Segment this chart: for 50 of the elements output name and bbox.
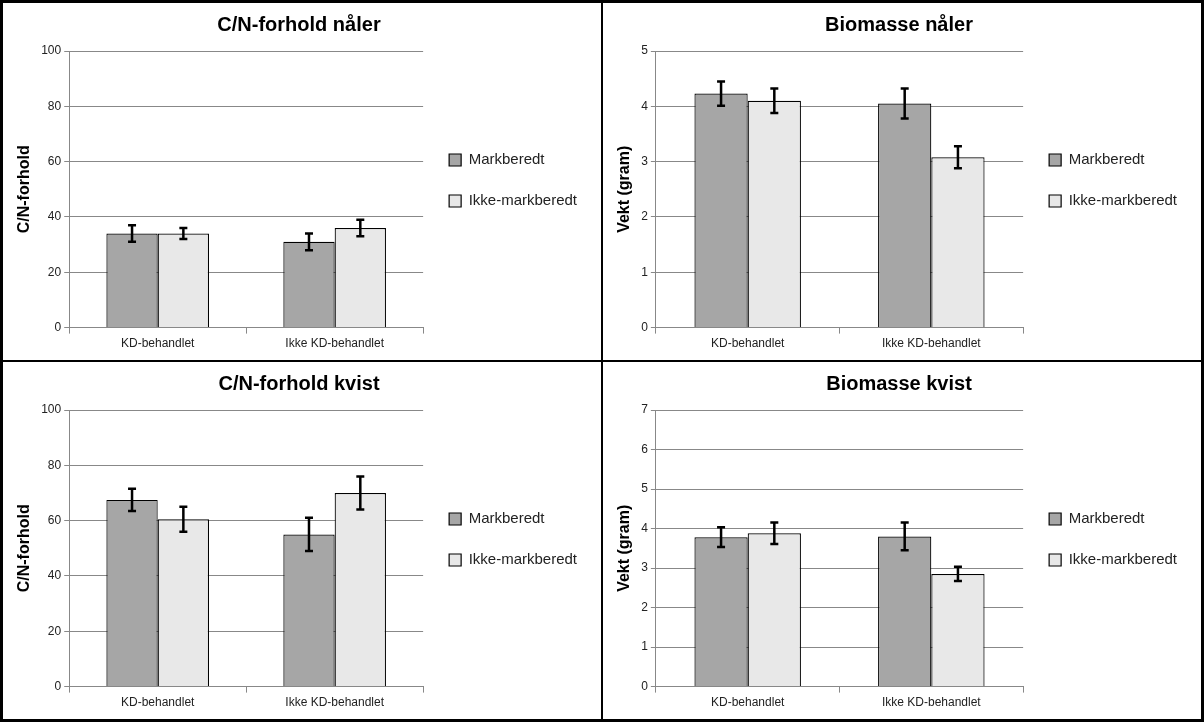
y-tick-label: 80 bbox=[47, 98, 62, 113]
y-axis-title: C/N-forhold bbox=[15, 504, 33, 593]
x-tick-label: KD-behandlet bbox=[710, 336, 786, 351]
y-tick-label: 100 bbox=[41, 43, 62, 58]
y-tick-label: 0 bbox=[641, 678, 649, 693]
y-tick-label: 0 bbox=[641, 319, 649, 334]
y-tick-label: 4 bbox=[641, 98, 649, 113]
legend-label: Ikke-markberedt bbox=[468, 191, 578, 209]
y-axis-title: Vekt (gram) bbox=[615, 504, 633, 592]
y-tick-label: 60 bbox=[47, 512, 62, 527]
y-tick-label: 5 bbox=[641, 43, 649, 58]
x-tick-label: KD-behandlet bbox=[710, 695, 786, 710]
legend-label: Markberedt bbox=[468, 150, 546, 168]
y-tick-label: 100 bbox=[41, 402, 62, 417]
y-tick-label: 3 bbox=[641, 560, 649, 575]
legend-label: Markberedt bbox=[1068, 150, 1146, 168]
x-tick-label: Ikke KD-behandlet bbox=[285, 695, 385, 710]
chart-title: C/N-forhold kvist bbox=[218, 371, 380, 394]
y-tick-label: 2 bbox=[641, 599, 649, 614]
x-tick-label: Ikke KD-behandlet bbox=[285, 336, 385, 351]
chart-title: C/N-forhold nåler bbox=[217, 12, 381, 35]
x-tick-label: Ikke KD-behandlet bbox=[881, 336, 982, 351]
y-tick-label: 6 bbox=[641, 441, 649, 456]
legend-label: Ikke-markberedt bbox=[1068, 191, 1178, 209]
y-tick-label: 7 bbox=[641, 402, 649, 417]
y-tick-label: 60 bbox=[47, 153, 62, 168]
chart-title: Biomasse kvist bbox=[826, 371, 973, 394]
y-tick-label: 80 bbox=[47, 457, 62, 472]
x-tick-label: KD-behandlet bbox=[121, 695, 196, 710]
x-tick-label: Ikke KD-behandlet bbox=[881, 695, 982, 710]
legend-label: Markberedt bbox=[468, 509, 546, 527]
y-tick-label: 1 bbox=[641, 264, 649, 279]
y-tick-label: 4 bbox=[641, 520, 649, 535]
chart-title: Biomasse nåler bbox=[825, 12, 974, 35]
y-tick-label: 0 bbox=[54, 319, 62, 334]
y-tick-label: 0 bbox=[54, 678, 62, 693]
y-axis-title: Vekt (gram) bbox=[615, 145, 633, 233]
y-axis-title: C/N-forhold bbox=[15, 145, 33, 234]
y-tick-label: 20 bbox=[47, 264, 62, 279]
y-tick-label: 20 bbox=[47, 623, 62, 638]
y-tick-label: 1 bbox=[641, 639, 649, 654]
y-tick-label: 3 bbox=[641, 153, 649, 168]
legend-label: Ikke-markberedt bbox=[468, 550, 578, 568]
legend-label: Ikke-markberedt bbox=[1068, 550, 1178, 568]
y-tick-label: 5 bbox=[641, 481, 649, 496]
x-tick-label: KD-behandlet bbox=[121, 336, 196, 351]
legend-label: Markberedt bbox=[1068, 509, 1146, 527]
y-tick-label: 40 bbox=[47, 568, 62, 583]
y-tick-label: 40 bbox=[47, 209, 62, 224]
y-tick-label: 2 bbox=[641, 209, 649, 224]
